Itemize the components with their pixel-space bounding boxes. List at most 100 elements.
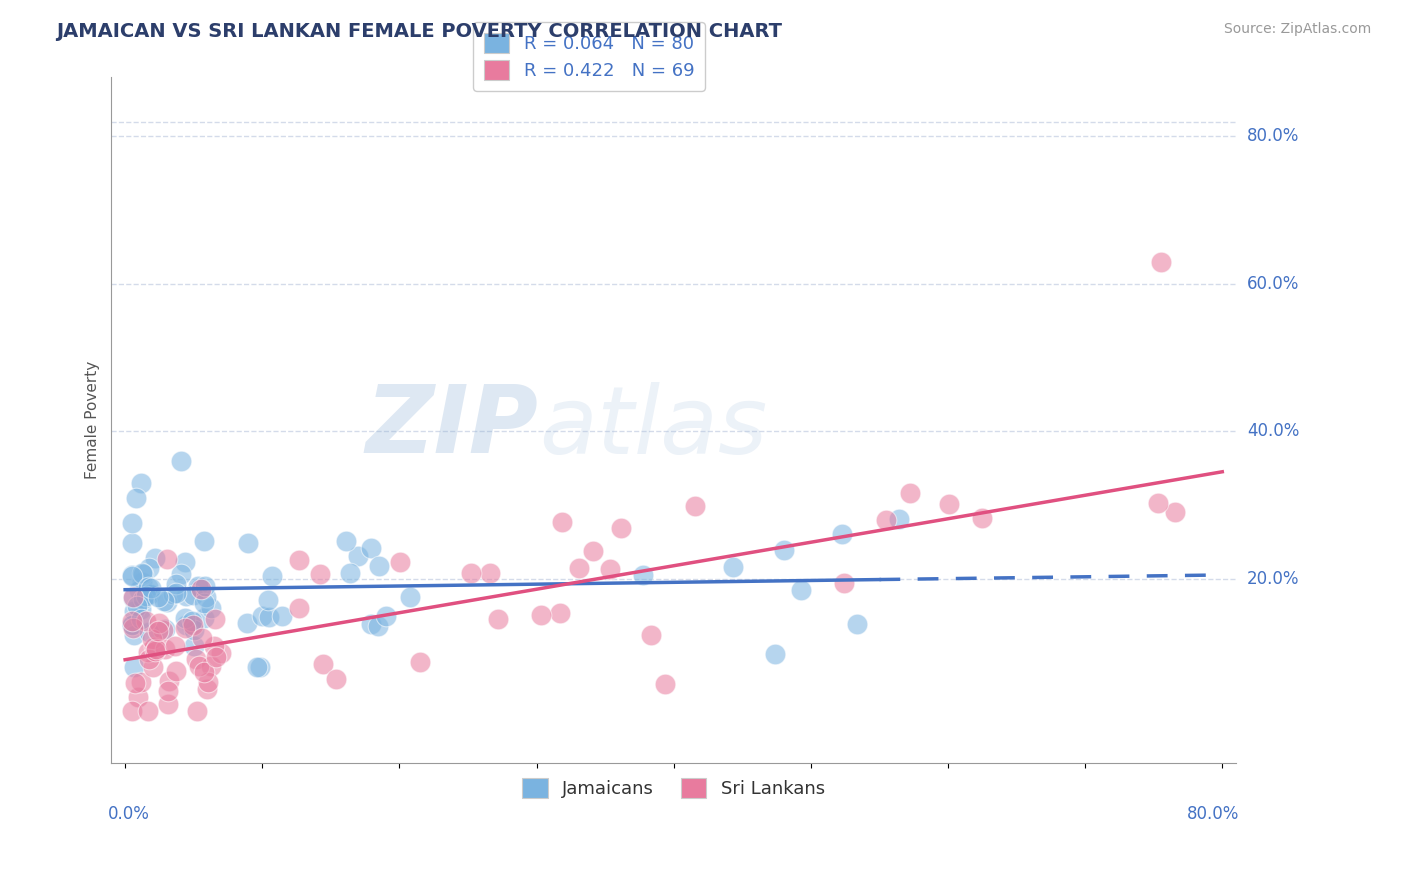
Point <box>153 593 176 607</box>
Point <box>609 521 631 535</box>
Point <box>200 600 222 615</box>
Point <box>141 632 163 646</box>
Point <box>721 560 744 574</box>
Point <box>308 566 330 581</box>
Point <box>209 647 232 661</box>
Point <box>388 555 411 569</box>
Point <box>136 645 159 659</box>
Point <box>139 581 162 595</box>
Point <box>478 566 501 580</box>
Point <box>153 642 176 657</box>
Point <box>288 601 311 615</box>
Point <box>176 590 198 604</box>
Point <box>187 579 209 593</box>
Point <box>183 640 205 654</box>
Point <box>409 655 432 669</box>
Point <box>169 566 191 581</box>
Point <box>271 608 294 623</box>
Point <box>143 644 166 658</box>
Point <box>138 561 160 575</box>
Point <box>128 583 150 598</box>
Point <box>186 704 208 718</box>
Point <box>194 591 217 605</box>
Point <box>121 704 143 718</box>
Point <box>122 660 145 674</box>
Text: 80.0%: 80.0% <box>1247 128 1299 145</box>
Point <box>551 515 574 529</box>
Point <box>898 486 921 500</box>
Point <box>190 582 212 596</box>
Point <box>121 569 143 583</box>
Point <box>181 617 204 632</box>
Point <box>790 582 813 597</box>
Point <box>846 617 869 632</box>
Point <box>249 660 271 674</box>
Point <box>183 624 205 638</box>
Point <box>399 591 422 605</box>
Point <box>174 621 197 635</box>
Point <box>136 580 159 594</box>
Point <box>157 684 180 698</box>
Point <box>165 639 187 653</box>
Point <box>763 647 786 661</box>
Point <box>138 652 160 666</box>
Point <box>599 562 621 576</box>
Point <box>138 625 160 640</box>
Point <box>311 657 333 671</box>
Point <box>486 612 509 626</box>
Point <box>153 622 176 636</box>
Point <box>125 599 148 613</box>
Point <box>460 566 482 580</box>
Point <box>368 559 391 574</box>
Point <box>181 588 204 602</box>
Point <box>129 674 152 689</box>
Point <box>1164 505 1187 519</box>
Point <box>121 591 143 606</box>
Point <box>193 533 215 548</box>
Point <box>165 576 187 591</box>
Point <box>772 542 794 557</box>
Point <box>257 609 280 624</box>
Point <box>204 612 226 626</box>
Text: 0.0%: 0.0% <box>108 805 150 823</box>
Point <box>260 568 283 582</box>
Point <box>152 623 174 637</box>
Point <box>131 566 153 581</box>
Point <box>1149 254 1171 268</box>
Point <box>339 566 361 581</box>
Text: 20.0%: 20.0% <box>1247 570 1299 588</box>
Point <box>184 652 207 666</box>
Y-axis label: Female Poverty: Female Poverty <box>86 361 100 479</box>
Point <box>122 604 145 618</box>
Point <box>122 628 145 642</box>
Point <box>205 650 228 665</box>
Point <box>288 552 311 566</box>
Legend: Jamaicans, Sri Lankans: Jamaicans, Sri Lankans <box>515 771 832 805</box>
Point <box>197 675 219 690</box>
Point <box>530 608 553 623</box>
Point <box>174 617 197 632</box>
Point <box>831 526 853 541</box>
Text: atlas: atlas <box>538 382 768 473</box>
Point <box>250 609 273 624</box>
Point <box>180 614 202 628</box>
Point <box>162 587 184 601</box>
Point <box>236 536 259 550</box>
Text: ZIP: ZIP <box>366 381 538 473</box>
Point <box>335 534 357 549</box>
Point <box>938 497 960 511</box>
Point <box>129 475 152 490</box>
Point <box>129 601 152 615</box>
Point <box>187 659 209 673</box>
Point <box>875 513 897 527</box>
Point <box>127 690 149 704</box>
Point <box>157 674 180 689</box>
Point <box>683 499 706 513</box>
Point <box>346 549 368 564</box>
Text: 80.0%: 80.0% <box>1187 805 1239 823</box>
Point <box>188 582 211 596</box>
Point <box>197 682 219 697</box>
Point <box>132 566 155 581</box>
Point <box>148 616 170 631</box>
Point <box>156 697 179 711</box>
